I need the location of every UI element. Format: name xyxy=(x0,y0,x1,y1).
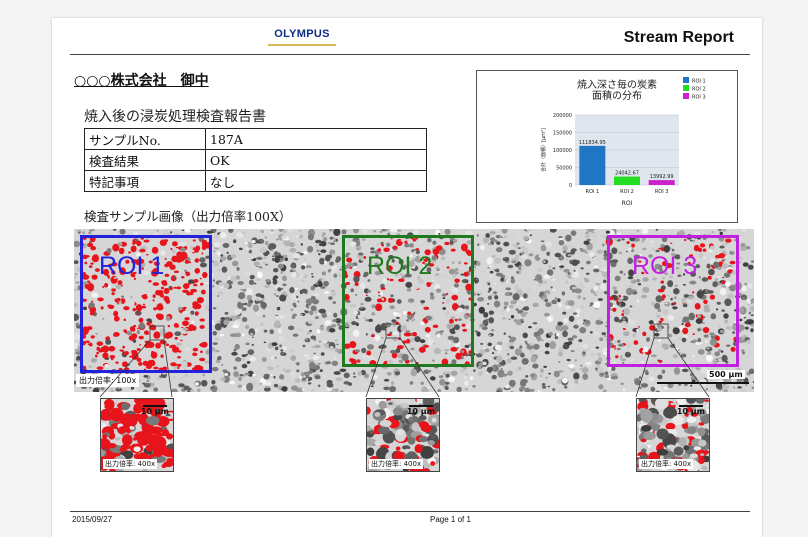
micrograph-texture xyxy=(74,229,754,392)
micrograph-strip: ROI 1 ROI 2 ROI 3 出力倍率: 100x 500 μm xyxy=(74,229,754,392)
table-row: サンプルNo. 187A xyxy=(84,128,427,150)
scale-bar-label: 500 μm xyxy=(707,370,745,379)
y-tick-label: 50000 xyxy=(556,166,572,172)
zoom-1-scale-line xyxy=(143,405,167,407)
info-table: サンプルNo. 187A 検査結果 OK 特記事項 なし xyxy=(84,128,427,192)
legend-label: ROI 2 xyxy=(692,87,706,93)
footer-page-number: Page 1 of 1 xyxy=(430,515,471,524)
footer-divider xyxy=(70,511,750,512)
zoom-1-magnification: 出力倍率: 400x xyxy=(103,459,158,469)
roi-3-box: ROI 3 xyxy=(607,235,739,367)
zoom-panel-2: 10 μm 出力倍率: 400x xyxy=(366,398,440,472)
zoom-2-scale-line xyxy=(409,405,433,407)
roi-3-label: ROI 3 xyxy=(632,252,698,280)
x-tick-label: ROI 2 xyxy=(620,189,634,195)
y-tick-label: 0 xyxy=(569,183,572,189)
x-tick-label: ROI 1 xyxy=(586,189,600,195)
report-title: Stream Report xyxy=(623,29,734,46)
x-axis-label: ROI xyxy=(622,200,633,207)
roi-2-label: ROI 2 xyxy=(367,252,433,280)
zoom-panel-1: 10 μm 出力倍率: 400x xyxy=(100,398,174,472)
zoom-2-scale: 10 μm xyxy=(406,407,435,416)
header-divider xyxy=(70,54,750,55)
chart-title: 焼入深さ毎の炭素 xyxy=(577,78,657,91)
bar xyxy=(648,180,675,185)
olympus-logo: OLYMPUS xyxy=(274,28,330,40)
legend-swatch xyxy=(683,93,689,99)
zoom-1-scale: 10 μm xyxy=(140,407,169,416)
roi-1-box: ROI 1 xyxy=(80,235,212,373)
zoom-connectors xyxy=(99,323,710,398)
data-label: 13992.99 xyxy=(650,174,674,180)
bar xyxy=(579,145,606,185)
table-value: なし xyxy=(205,170,427,192)
y-tick-label: 200000 xyxy=(553,113,572,119)
footer-date: 2015/09/27 xyxy=(72,515,113,524)
legend-swatch xyxy=(683,77,689,83)
zoom-3-magnification: 出力倍率: 400x xyxy=(639,459,694,469)
table-key: 検査結果 xyxy=(84,149,206,171)
y-axis-label: 合計（面積）[μm²] xyxy=(540,128,547,172)
table-value: OK xyxy=(205,149,427,171)
logo-underline xyxy=(268,44,336,46)
overview-magnification: 出力倍率: 100x xyxy=(76,374,140,387)
table-key: 特記事項 xyxy=(84,170,206,192)
legend-swatch xyxy=(683,85,689,91)
scale-bar: 500 μm xyxy=(657,370,749,385)
legend-label: ROI 3 xyxy=(692,95,706,101)
data-label: 24042.67 xyxy=(615,171,639,177)
report-heading: 焼入後の浸炭処理検査報告書 xyxy=(84,109,266,125)
chart-panel: 0 50000 100000 150000 200000 111834.95 ROI 1 24… xyxy=(476,70,738,223)
roi-2-box: ROI 2 xyxy=(342,235,474,367)
table-row: 検査結果 OK xyxy=(84,149,427,171)
table-value: 187A xyxy=(205,128,427,150)
y-tick-label: 150000 xyxy=(553,131,572,137)
zoom-panel-3: 10 μm 出力倍率: 400x xyxy=(636,398,710,472)
data-label: 111834.95 xyxy=(579,140,606,146)
bar xyxy=(614,176,640,185)
bar-chart: 0 50000 100000 150000 200000 111834.95 ROI 1 24… xyxy=(540,77,706,207)
zoom-2-magnification: 出力倍率: 400x xyxy=(369,459,424,469)
x-tick-label: ROI 3 xyxy=(655,189,669,195)
y-tick-label: 100000 xyxy=(553,148,572,154)
sample-image-label: 検査サンプル画像（出力倍率100X） xyxy=(84,209,292,224)
table-row: 特記事項 なし xyxy=(84,170,427,192)
chart-title: 面積の分布 xyxy=(592,89,642,102)
zoom-3-scale: 10 μm xyxy=(676,407,705,416)
scale-bar-line xyxy=(657,382,749,384)
legend-label: ROI 1 xyxy=(692,79,706,85)
table-key: サンプルNo. xyxy=(84,128,206,150)
roi-1-label: ROI 1 xyxy=(99,252,165,280)
zoom-3-scale-line xyxy=(679,405,703,407)
company-name: ○○○株式会社 御中 xyxy=(74,73,209,89)
